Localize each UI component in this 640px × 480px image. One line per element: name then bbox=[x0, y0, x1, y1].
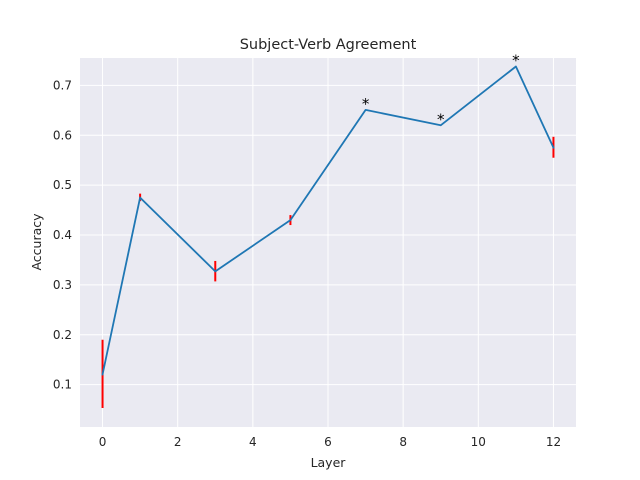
series-line bbox=[101, 65, 555, 376]
y-tick-label: 0.7 bbox=[53, 78, 72, 92]
significance-star: * bbox=[362, 95, 370, 113]
y-tick-label: 0.2 bbox=[53, 328, 72, 342]
y-axis-label: Accuracy bbox=[29, 213, 44, 271]
y-tick-label: 0.3 bbox=[53, 278, 72, 292]
y-tick-label: 0.6 bbox=[53, 128, 72, 142]
x-tick-label: 12 bbox=[546, 435, 561, 449]
x-tick-label: 4 bbox=[249, 435, 257, 449]
x-tick-label: 0 bbox=[99, 435, 107, 449]
x-tick-label: 2 bbox=[174, 435, 182, 449]
chart-title: Subject-Verb Agreement bbox=[240, 37, 417, 53]
significance-star: * bbox=[512, 51, 520, 69]
y-tick-label: 0.4 bbox=[53, 228, 72, 242]
grid bbox=[80, 58, 576, 427]
x-tick-label: 6 bbox=[324, 435, 332, 449]
data-marks: * * * bbox=[101, 51, 555, 409]
y-tick-label: 0.1 bbox=[53, 378, 72, 392]
tick-labels: 0 2 4 6 8 10 12 0.1 0.2 0.3 0.4 0.5 0.6 0.7 bbox=[53, 78, 561, 449]
x-axis-label: Layer bbox=[311, 455, 347, 470]
significance-star: * bbox=[437, 110, 445, 128]
x-tick-label: 8 bbox=[399, 435, 407, 449]
x-tick-label: 10 bbox=[471, 435, 486, 449]
y-tick-label: 0.5 bbox=[53, 178, 72, 192]
